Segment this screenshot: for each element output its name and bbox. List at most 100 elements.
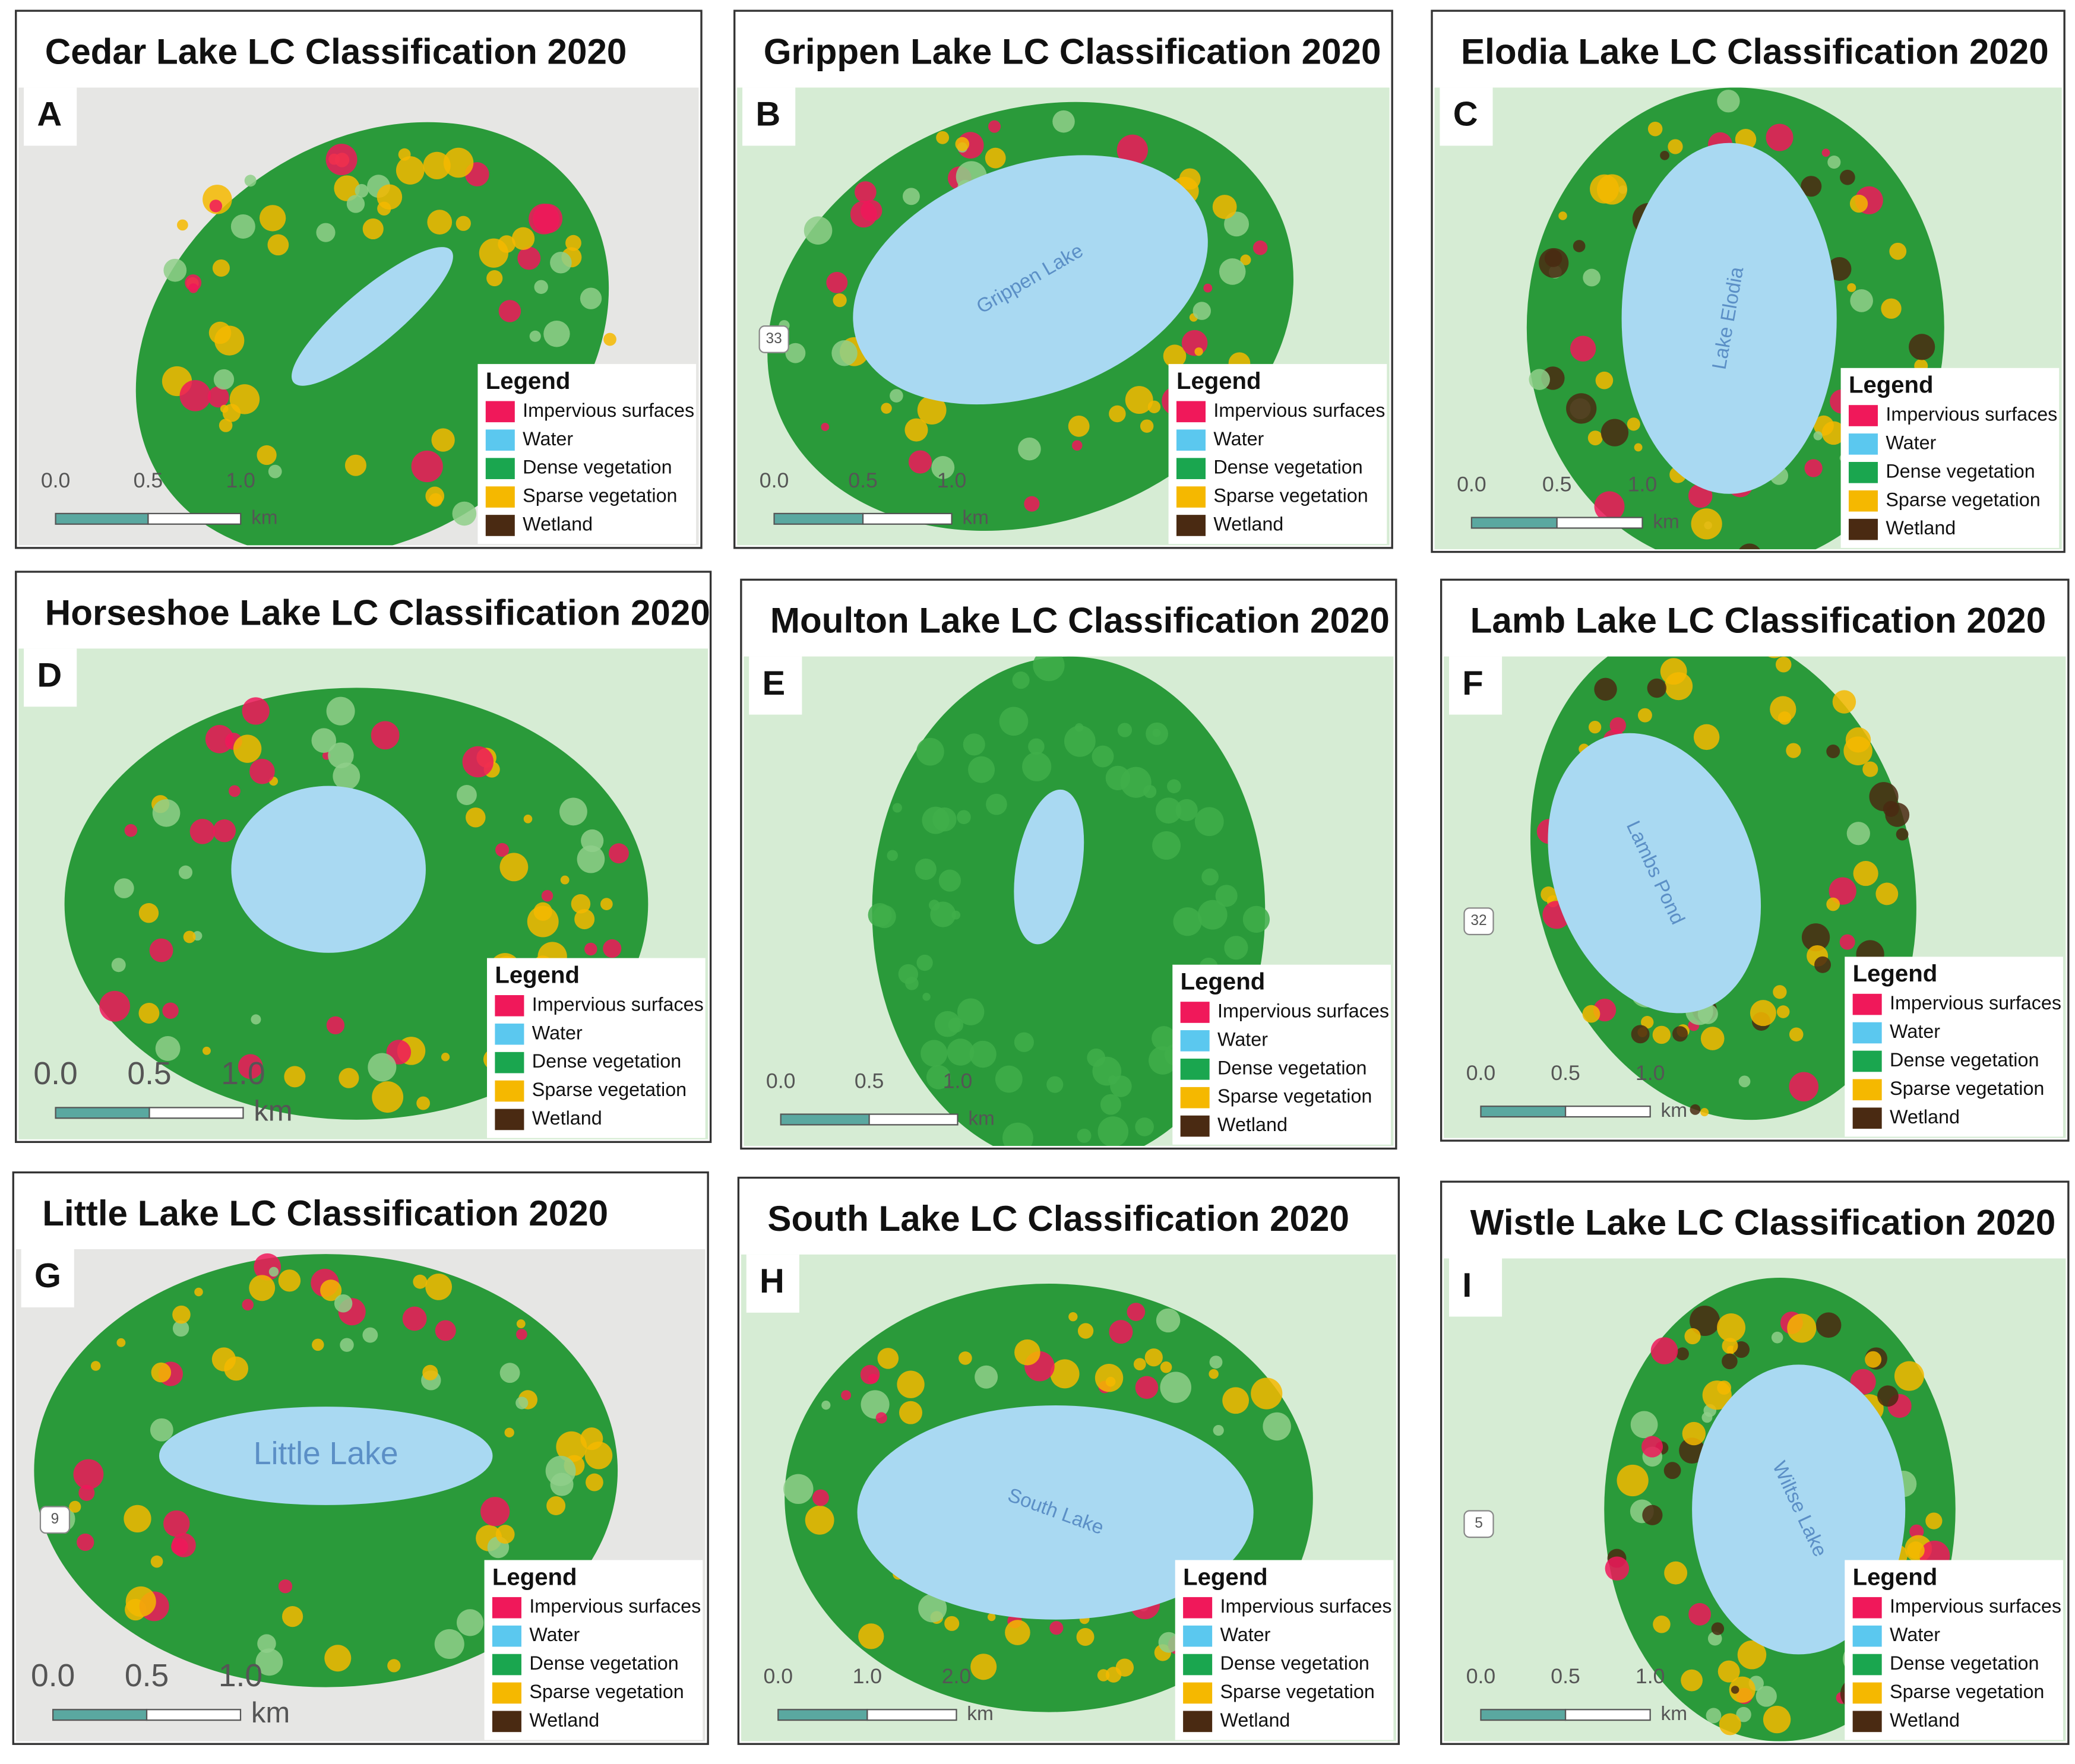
land-cover-patch (1097, 1116, 1129, 1147)
lake (159, 1407, 493, 1505)
scale-label: 0.0 (1457, 473, 1486, 496)
land-cover-patch (963, 733, 985, 756)
land-cover-patch (1711, 1622, 1725, 1635)
legend-box (1172, 964, 1391, 1145)
panel-title: Little Lake LC Classification 2020 (42, 1193, 608, 1233)
legend-label: Impervious surfaces (1890, 992, 2061, 1014)
legend-label: Dense vegetation (1890, 1049, 2039, 1071)
land-cover-patch (229, 384, 260, 414)
land-cover-patch (150, 1418, 173, 1442)
legend-label: Sparse vegetation (1213, 485, 1368, 506)
land-cover-patch (1786, 743, 1801, 758)
land-cover-patch (209, 199, 223, 213)
scale-label: 0.0 (1466, 1664, 1496, 1688)
land-cover-patch (99, 990, 130, 1022)
legend-swatch (1180, 1058, 1210, 1080)
panel-title: South Lake LC Classification 2020 (767, 1199, 1349, 1239)
scale-bar-fill (52, 1709, 148, 1721)
lake (292, 247, 453, 386)
road-shield (758, 325, 789, 353)
land-cover-patch (155, 1036, 181, 1061)
legend-label: Water (1886, 432, 1936, 453)
legend-label: Wetland (523, 514, 593, 535)
land-cover-patch (1105, 1667, 1122, 1683)
land-cover-patch (1736, 1706, 1751, 1722)
title-strip (744, 582, 1394, 657)
legend-label: Dense vegetation (532, 1050, 681, 1072)
land-cover-patch (1092, 745, 1114, 768)
legend-title: Legend (1849, 372, 1934, 398)
land-cover-patch (179, 380, 211, 411)
land-cover-patch (1100, 1094, 1121, 1115)
land-cover-patch (1163, 344, 1187, 368)
map-panel: Moulton Lake LC Classification 2020 E 0.0 0… (740, 578, 1397, 1150)
legend-swatch (1852, 1050, 1882, 1072)
land-cover-patch (1213, 1424, 1224, 1436)
legend-swatch (1852, 1079, 1882, 1101)
land-cover-patch (1582, 1005, 1600, 1023)
land-cover-patch (320, 1280, 342, 1301)
land-cover-patch (517, 246, 541, 270)
land-cover-patch (1853, 861, 1878, 886)
land-cover-patch (402, 1306, 427, 1331)
land-cover-patch (1684, 1328, 1701, 1345)
land-cover-patch (1143, 785, 1157, 799)
land-cover-patch (111, 958, 126, 973)
title-strip (15, 1175, 706, 1249)
land-cover-patch (1641, 1016, 1654, 1029)
legend-swatch (495, 1023, 524, 1045)
scale-unit: km (1660, 1100, 1687, 1122)
land-cover-patch (1789, 1072, 1819, 1102)
road-shield (1463, 1510, 1494, 1538)
legend-label: Dense vegetation (523, 457, 672, 478)
lake (853, 155, 1208, 405)
land-cover-patch (1155, 797, 1182, 824)
legend-swatch (1176, 515, 1206, 536)
land-cover-patch (413, 1274, 428, 1289)
land-cover-patch (78, 1484, 95, 1501)
scale-label: 0.0 (31, 1658, 75, 1693)
land-cover-patch (1014, 1339, 1040, 1366)
land-cover-patch (435, 1320, 456, 1341)
land-cover-patch (1133, 1358, 1146, 1371)
land-cover-patch (114, 878, 134, 898)
land-cover-patch (249, 758, 275, 784)
letter-box (746, 1254, 799, 1313)
land-cover-patch (1002, 1122, 1033, 1147)
land-cover-patch (326, 696, 355, 726)
land-cover-patch (515, 1396, 529, 1410)
road-label: 9 (51, 1511, 59, 1527)
land-cover-patch (1676, 1347, 1689, 1361)
land-cover-patch (959, 1351, 972, 1365)
land-cover-patch (498, 300, 521, 322)
legend-box (1175, 1560, 1394, 1740)
land-cover-patch (850, 201, 877, 228)
panel-letter: F (1462, 664, 1483, 702)
land-cover-patch (278, 1269, 301, 1292)
letter-box (24, 648, 77, 707)
land-cover-patch (171, 1538, 188, 1556)
scale-bar-empty (1556, 517, 1643, 529)
legend-title: Legend (1176, 368, 1261, 394)
panel-title: Wistle Lake LC Classification 2020 (1470, 1203, 2056, 1243)
land-cover-patch (872, 905, 896, 929)
land-cover-patch (333, 762, 360, 790)
land-cover-patch (527, 905, 559, 938)
land-cover-patch (362, 1327, 378, 1343)
land-cover-patch (841, 1390, 852, 1401)
land-cover-patch (603, 332, 616, 346)
land-cover-patch (208, 321, 232, 344)
land-cover-patch (571, 894, 591, 914)
legend-label: Dense vegetation (529, 1652, 678, 1674)
land-cover-patch (281, 1605, 303, 1627)
land-cover-patch (434, 1629, 464, 1660)
land-cover-patch (1717, 1660, 1740, 1683)
land-cover-patch (926, 1065, 951, 1090)
land-cover-patch (1865, 1351, 1882, 1368)
land-cover-patch (224, 1356, 249, 1381)
land-cover-patch (456, 216, 471, 231)
land-cover-patch (905, 977, 919, 990)
legend-swatch (1180, 1115, 1210, 1137)
